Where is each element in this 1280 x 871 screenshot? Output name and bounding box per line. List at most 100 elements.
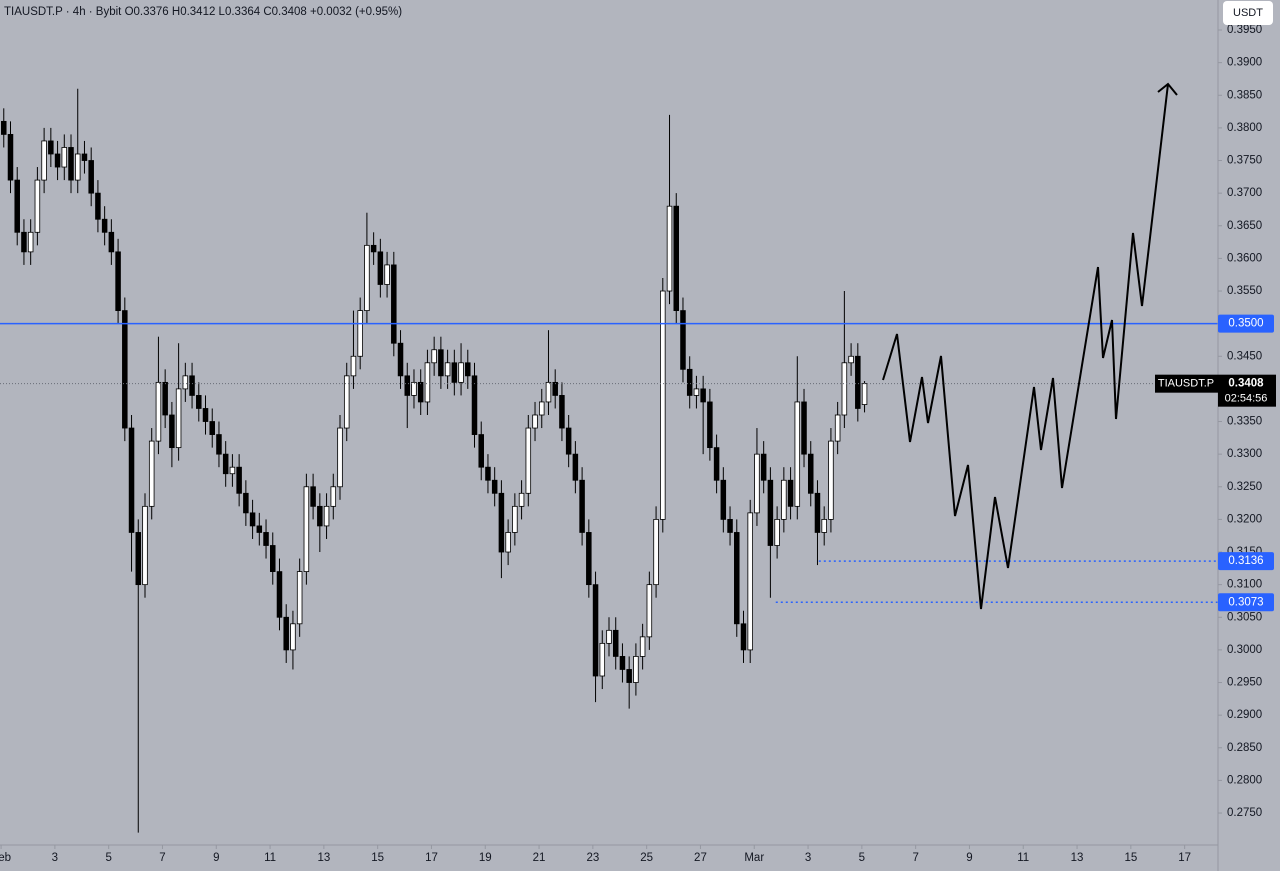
candle-body [169,414,175,449]
candle-body [1,120,7,135]
candle-body [343,375,350,429]
candle-body [34,179,41,233]
candle-body [680,310,686,370]
candle-body [734,532,740,625]
y-tick-label: 0.3600 [1227,252,1262,264]
candle-body [142,505,148,586]
candle-body [148,440,155,507]
x-tick-label: Feb [0,852,11,864]
candle-body [377,251,384,285]
y-tick-label: 0.3450 [1227,350,1262,362]
x-tick-label: 3 [52,852,58,864]
candle-body [512,505,518,533]
candle-body [727,518,733,533]
candle-body [108,231,115,253]
x-tick-label: 11 [264,852,276,864]
candle-body [471,375,478,435]
candle-body [370,244,377,253]
x-tick-label: 13 [1071,852,1084,864]
y-tick-label: 0.3200 [1227,513,1262,525]
candle-body [559,395,565,429]
price-level-tag [1218,552,1274,571]
y-tick-label: 0.3800 [1227,122,1262,134]
candle-body [14,179,20,233]
y-tick-label: 0.3250 [1227,481,1262,493]
y-tick-label: 0.3900 [1227,57,1262,69]
candle-body [155,381,162,442]
candle-body [229,466,236,475]
candle-body [391,264,397,344]
candle-body [747,512,753,651]
x-tick-label: 27 [694,852,707,864]
candle-body [88,160,94,194]
candle-body [855,355,861,409]
x-tick-label: 9 [966,852,972,864]
x-tick-label: 9 [213,852,219,864]
candle-body [357,310,363,357]
candle-body [189,375,195,396]
candle-body [101,218,108,233]
y-tick-label: 0.3000 [1227,644,1262,656]
candle-body [565,427,572,455]
currency-button[interactable] [1223,1,1273,25]
x-tick-label: 17 [425,852,438,864]
candle-body [639,636,646,657]
candle-body [249,512,256,527]
candle-body [498,492,505,553]
candle-body [612,629,619,657]
candle-body [330,486,337,507]
candle-body [451,362,458,383]
candle-body [384,264,390,285]
y-tick-label: 0.2900 [1227,709,1262,721]
price-level-tag [1218,314,1274,333]
x-tick-label: 7 [159,852,165,864]
candle-body [209,421,215,435]
projection-arrow [882,82,1178,610]
y-tick-label: 0.3050 [1227,611,1262,623]
candle-body [653,518,659,586]
y-tick-label: 0.2750 [1227,807,1262,819]
candle-body [337,427,343,488]
candle-body [404,375,411,396]
candle-body [478,434,484,468]
x-tick-label: 13 [317,852,330,864]
candle-body [54,153,61,168]
price-level-label: 0.3073 [1228,596,1263,608]
x-tick-label: 25 [640,852,653,864]
candle-body [626,669,632,683]
candle-body [303,486,310,572]
y-tick-label: 0.3950 [1227,24,1262,36]
candle-body [290,623,296,651]
y-tick-label: 0.2850 [1227,742,1262,754]
candle-body [532,414,538,429]
candle-body [760,453,767,481]
candle-body [397,342,404,377]
candle-body [196,395,202,409]
candle-body [317,505,323,527]
x-tick-label: 19 [479,852,492,864]
y-tick-label: 0.3850 [1227,89,1262,101]
candle-body [606,629,612,644]
y-tick-label: 0.3550 [1227,285,1262,297]
y-tick-label: 0.3700 [1227,187,1262,199]
candle-body [48,140,54,155]
x-tick-label: Mar [744,852,764,864]
candle-body [175,388,182,449]
candle-body [7,134,14,181]
candle-body [707,401,713,449]
candle-body [256,525,263,533]
candle-body [465,362,471,377]
x-tick-label: 17 [1178,852,1191,864]
candle-body [458,362,464,383]
candle-body [350,355,357,377]
currency-label[interactable]: USDT [1233,7,1263,19]
price-level-label: 0.3136 [1228,555,1263,567]
plot-area [0,88,1218,833]
candle-body [781,479,787,520]
candle-body [216,434,222,455]
candle-body [754,453,760,514]
candle-body [586,532,592,586]
countdown-label: 02:54:56 [1225,393,1268,405]
